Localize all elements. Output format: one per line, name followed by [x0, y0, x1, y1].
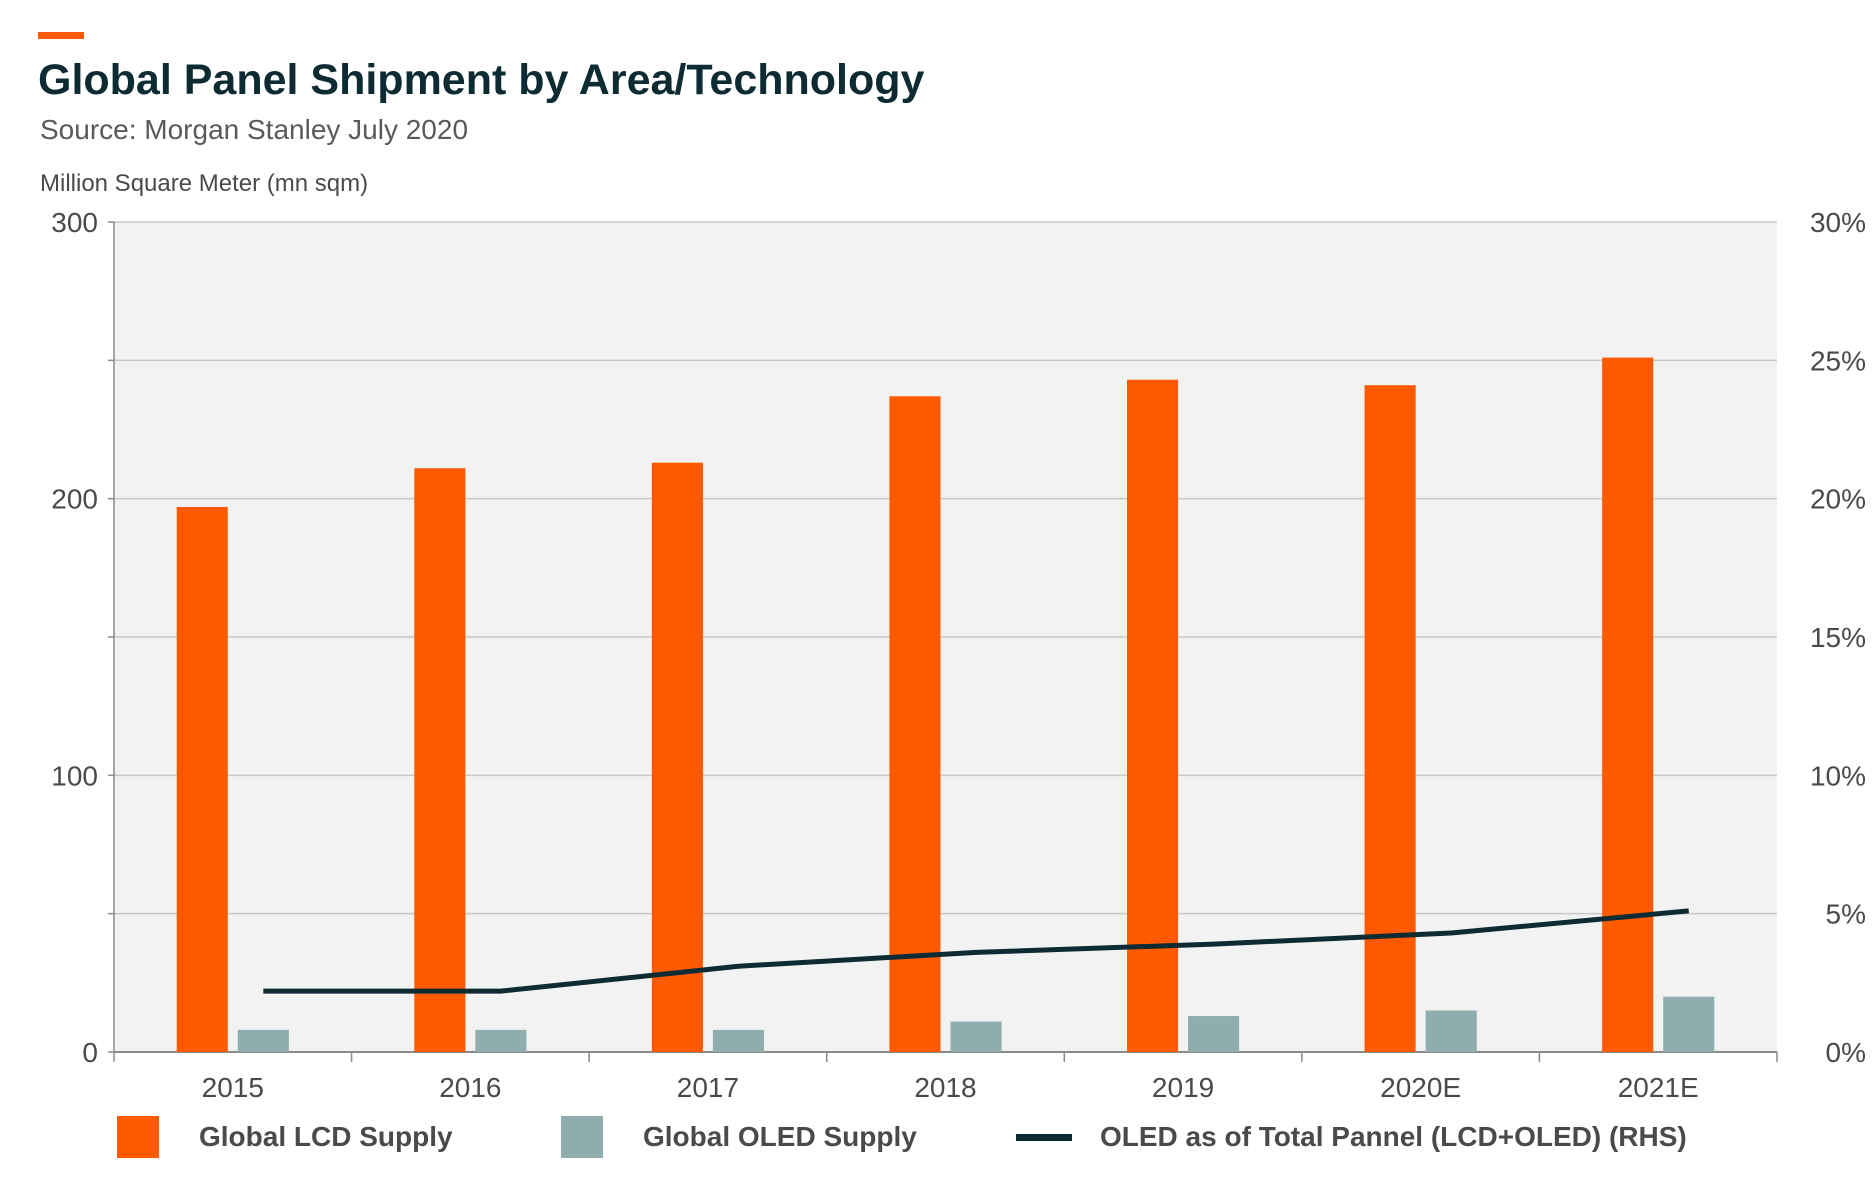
y-tick-label-right: 10%	[1810, 760, 1866, 791]
combo-chart: 0 100 200 300 0% 5% 10% 15% 20% 25% 30% 2015 2016 201…	[51, 207, 1866, 1103]
bar-oled-2019	[1188, 1016, 1240, 1052]
bar-oled-2016	[475, 1029, 527, 1052]
bars	[176, 357, 1715, 1053]
bar-lcd-2019	[1126, 379, 1179, 1052]
y-axis-unit-label: Million Square Meter (mn sqm)	[40, 170, 369, 197]
bar-lcd-2021E	[1602, 357, 1654, 1053]
legend-swatch-line	[1016, 1133, 1072, 1141]
oled-share-line	[263, 908, 1689, 994]
x-tick-label: 2016	[439, 1072, 501, 1103]
chart-title: Global Panel Shipment by Area/Technology	[38, 56, 925, 104]
axes	[108, 221, 1778, 1062]
bar-oled-2015	[237, 1029, 289, 1052]
y-tick-label-left: 300	[51, 207, 98, 238]
legend-label-oled-share: OLED as of Total Pannel (LCD+OLED) (RHS)	[1100, 1121, 1687, 1152]
x-tick-label: 2020E	[1380, 1072, 1461, 1103]
bar-lcd-2020E	[1364, 385, 1416, 1052]
x-tick-label: 2021E	[1618, 1072, 1699, 1103]
bar-lcd-2015	[176, 506, 228, 1052]
legend-item-oled: Global OLED Supply	[561, 1112, 917, 1162]
x-tick-label: 2018	[914, 1072, 976, 1103]
legend-item-oled-share: OLED as of Total Pannel (LCD+OLED) (RHS)	[1016, 1112, 1687, 1162]
y-tick-label-right: 30%	[1810, 207, 1866, 238]
bar-oled-2018	[950, 1021, 1002, 1052]
bar-oled-2017	[712, 1029, 765, 1052]
oled-share-line-layer	[263, 908, 1689, 994]
y-tick-label-right: 20%	[1810, 484, 1866, 515]
legend-label-lcd: Global LCD Supply	[199, 1121, 453, 1152]
bar-lcd-2018	[889, 396, 941, 1052]
legend-swatch-lcd	[117, 1116, 159, 1158]
y-tick-label-left: 0	[82, 1037, 98, 1068]
bar-lcd-2017	[651, 462, 703, 1052]
chart-source: Source: Morgan Stanley July 2020	[40, 114, 469, 145]
y-tick-label-right: 0%	[1826, 1037, 1866, 1068]
y-tick-label-right: 15%	[1810, 622, 1866, 653]
gridlines	[114, 221, 1777, 915]
x-tick-label: 2017	[677, 1072, 739, 1103]
legend-label-oled: Global OLED Supply	[643, 1121, 917, 1152]
x-tick-label: 2019	[1152, 1072, 1214, 1103]
y-tick-label-right: 5%	[1826, 899, 1866, 930]
bar-oled-2020E	[1425, 1010, 1477, 1052]
legend-item-lcd: Global LCD Supply	[117, 1112, 453, 1162]
y-tick-label-left: 200	[51, 484, 98, 515]
legend-swatch-oled	[561, 1116, 603, 1158]
bar-lcd-2016	[414, 468, 466, 1052]
title-accent-bar	[38, 32, 84, 39]
y-tick-label-right: 25%	[1810, 345, 1866, 376]
bar-oled-2021E	[1663, 996, 1715, 1052]
tick-labels: 0 100 200 300 0% 5% 10% 15% 20% 25% 30% 2015 2016 201…	[51, 207, 1866, 1103]
y-tick-label-left: 100	[51, 760, 98, 791]
legend: Global LCD Supply Global OLED Supply OLE…	[0, 1112, 1876, 1162]
x-tick-label: 2015	[202, 1072, 264, 1103]
